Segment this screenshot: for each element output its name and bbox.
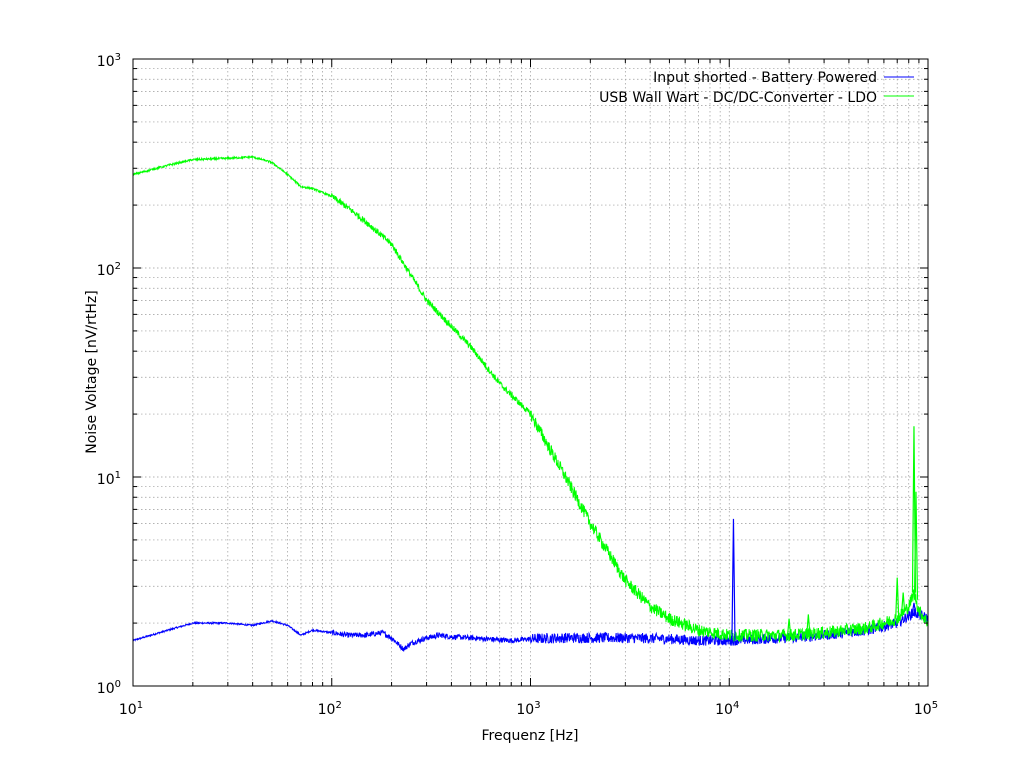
legend-label-battery: Input shorted - Battery Powered [653,70,877,86]
spike-mark [911,602,917,613]
y-axis-label: Noise Voltage [nV/rtHz] [84,290,100,453]
legend: Input shorted - Battery Powered USB Wall… [599,70,914,106]
spike-mark [901,592,906,613]
x-tick-label: 104 [715,700,739,718]
x-tick-label: 105 [914,700,938,718]
x-tick-label: 103 [516,700,540,718]
spike-mark [786,618,792,636]
x-axis-label: Frequenz [Hz] [482,728,579,744]
spike-mark [895,577,900,619]
plot-frame [132,58,929,687]
spike-mark [806,614,811,634]
x-tick-label: 102 [318,700,342,718]
legend-label-usb: USB Wall Wart - DC/DC-Converter - LDO [599,90,877,106]
y-tick-label: 103 [97,52,121,70]
y-tick-label: 100 [97,679,121,697]
spike-mark [913,491,919,600]
series-line-1 [132,155,929,644]
series-line-0 [132,607,929,652]
series-lines [132,155,929,652]
ticks: 101 102 103 104 105 100 101 102 103 [97,52,938,718]
y-tick-label: 102 [97,261,121,279]
grid [133,59,928,686]
x-tick-label: 101 [119,700,143,718]
spike-mark [731,518,736,641]
y-tick-label: 101 [97,470,121,488]
